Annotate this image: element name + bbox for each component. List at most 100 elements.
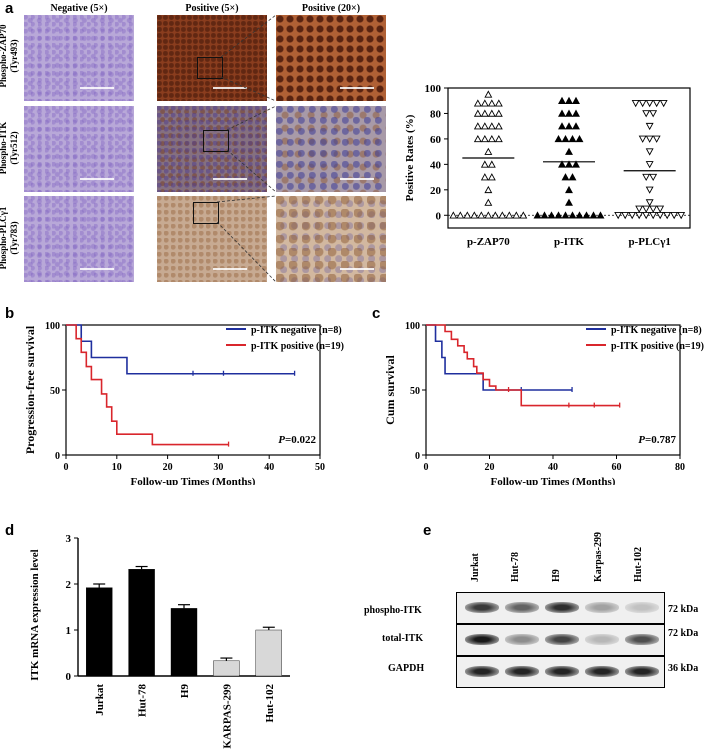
- data-point-0-0-7: [498, 211, 507, 219]
- data-point-0-80-3: [494, 109, 503, 117]
- data-point-2-0-2: [628, 212, 637, 220]
- data-point-0-60-2: [487, 134, 496, 143]
- western-blot: Jurkat Hut-78 H9 Karpas-299 Hut-102 phos…: [350, 530, 708, 755]
- kda-label-total-itk: 72 kDa: [668, 628, 699, 639]
- pfs-y-tick-label-1: 50: [50, 386, 60, 397]
- panel-letter-d: d: [5, 522, 15, 539]
- pfs-x-tick-label-1: 10: [112, 462, 122, 473]
- blot-strip-phospho-itk: [456, 592, 665, 624]
- pfs-legend-label-0: p-ITK negative (n=8): [251, 325, 342, 336]
- data-point-1-0-7: [582, 211, 591, 219]
- data-point-1-20-0: [565, 185, 573, 194]
- data-point-0-40-1: [487, 160, 496, 168]
- data-point-2-5-2: [649, 205, 658, 213]
- os-y-axis-label: Cum survival: [383, 355, 397, 425]
- column-title-positive-20x: Positive (20×): [301, 3, 361, 14]
- blot-row-label-phospho-itk: phospho-ITK: [364, 605, 422, 616]
- data-point-0-70-2: [487, 122, 496, 130]
- bar-category-label-2: H9: [179, 684, 191, 699]
- data-point-0-10-0: [484, 198, 493, 206]
- data-point-1-0-3: [554, 211, 563, 219]
- os-y-tick-label-0: 0: [415, 451, 420, 462]
- panel-letter-a: a: [5, 0, 14, 17]
- data-point-2-88-3: [652, 100, 661, 108]
- data-point-1-60-3: [575, 134, 584, 143]
- y-tick-label-5: 100: [425, 83, 442, 95]
- bar-category-label-1: Hut-78: [137, 684, 149, 718]
- os-series-line-0: [426, 324, 573, 391]
- data-point-0-80-1: [480, 109, 489, 117]
- blot-band-2-1: [505, 666, 539, 677]
- data-point-1-90-2: [572, 96, 580, 104]
- pfs-y-axis-label: Progression-free survival: [23, 325, 37, 454]
- data-point-0-50-0: [484, 147, 493, 155]
- data-point-0-0-1: [456, 211, 465, 219]
- data-point-1-0-1: [540, 211, 549, 219]
- y-tick-label-3: 60: [430, 134, 442, 146]
- pfs-kaplan-meier-chart: 0 10 20 30 40 50 0 50 100 Follow-up Times (Months…: [23, 321, 344, 485]
- data-point-1-60-1: [561, 134, 570, 143]
- data-point-1-70-2: [572, 122, 580, 130]
- data-point-0-70-3: [494, 122, 503, 130]
- y-tick-label-1: 20: [430, 185, 442, 197]
- data-point-1-0-2: [547, 211, 556, 219]
- y-tick-label-2: 40: [430, 159, 442, 171]
- data-point-0-0-9: [512, 211, 521, 219]
- bar-0: [85, 587, 113, 677]
- blot-band-2-2: [545, 666, 579, 677]
- micrograph-itk-positive-20x: [276, 106, 386, 192]
- panel-letter-b: b: [5, 305, 15, 322]
- pfs-series-line-1: [66, 324, 229, 446]
- lane-label-h9: H9: [551, 569, 562, 582]
- itk-mrna-bar-chart: 0 1 2 3 ITK mRNA expression level Jurkat Hut-7…: [29, 533, 290, 749]
- zoom-connector-lines: [216, 14, 277, 283]
- data-point-2-0-9: [677, 212, 686, 220]
- data-point-0-80-2: [487, 109, 496, 117]
- data-point-0-60-3: [494, 134, 503, 143]
- panel-letter-c: c: [372, 305, 381, 322]
- y-axis-label: Positive Rates (%): [404, 114, 416, 201]
- data-point-1-60-2: [568, 134, 577, 143]
- data-point-0-88-1: [480, 99, 489, 107]
- blot-band-1-4: [625, 634, 659, 645]
- data-point-1-90-0: [558, 96, 566, 104]
- data-point-1-80-1: [565, 109, 573, 117]
- os-legend-label-1: p-ITK positive (n=19): [611, 341, 704, 352]
- data-point-1-0-8: [589, 211, 598, 219]
- scatter-frame: [447, 87, 691, 229]
- lane-label-jurkat: Jurkat: [470, 553, 481, 582]
- data-point-2-70-0: [645, 122, 654, 131]
- blot-row-label-total-itk: total-ITK: [382, 633, 424, 644]
- data-point-2-60-0: [638, 135, 647, 143]
- data-point-2-0-7: [663, 212, 672, 220]
- blot-strip-total-itk: [456, 624, 665, 656]
- bar-3: [213, 660, 240, 677]
- blot-band-0-4: [625, 602, 659, 613]
- bar-y-tick-label-2: 2: [66, 579, 72, 591]
- data-point-0-40-0: [480, 160, 489, 168]
- pfs-x-tick-label-4: 40: [264, 462, 274, 473]
- data-point-2-80-0: [642, 110, 651, 118]
- data-point-0-88-2: [487, 99, 496, 107]
- blot-band-0-1: [505, 602, 539, 613]
- panel-letter-e: e: [423, 522, 432, 539]
- data-point-1-30-1: [568, 173, 577, 181]
- data-point-2-30-0: [642, 173, 651, 182]
- os-legend-label-0: p-ITK negative (n=8): [611, 325, 702, 336]
- bar-4: [255, 629, 283, 677]
- micrograph-plcg1-positive-5x: [157, 196, 267, 282]
- blot-band-0-2: [545, 602, 579, 613]
- category-label-2: p-PLCγ1: [628, 236, 670, 248]
- kda-label-gapdh: 36 kDa: [668, 663, 699, 674]
- data-point-1-60-0: [554, 134, 563, 143]
- os-kaplan-meier-chart: 0 20 40 60 80 0 50 100 Follow-up Times (Months) C…: [383, 321, 704, 485]
- data-point-1-40-2: [572, 160, 580, 168]
- micrograph-zap70-negative: [24, 15, 134, 101]
- category-label-0: p-ZAP70: [467, 236, 510, 248]
- data-point-0-0-5: [484, 211, 493, 219]
- os-y-tick-label-2: 100: [405, 321, 420, 332]
- pfs-y-tick-label-0: 0: [55, 451, 60, 462]
- data-point-0-80-0: [473, 109, 482, 117]
- micrograph-itk-positive-5x: [157, 106, 267, 192]
- column-title-negative: Negative (5×): [50, 3, 108, 14]
